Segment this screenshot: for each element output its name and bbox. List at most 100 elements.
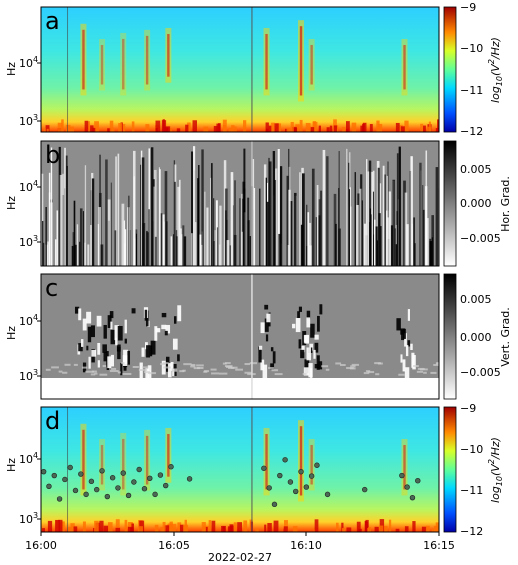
gradient-blob xyxy=(145,368,149,381)
gradient-stripe xyxy=(159,213,163,266)
gradient-stripe xyxy=(431,215,435,266)
gradient-band xyxy=(58,370,63,373)
gradient-band xyxy=(367,371,375,374)
noise-floor xyxy=(341,528,346,532)
gradient-stripe xyxy=(191,151,194,266)
gradient-stripe xyxy=(72,232,75,266)
gradient-blob xyxy=(306,347,311,361)
spectral-burst xyxy=(122,38,125,90)
gradient-stripe xyxy=(90,224,92,266)
gradient-blob xyxy=(170,361,174,371)
gradient-blob xyxy=(292,323,296,329)
gradient-blob xyxy=(306,317,311,328)
noise-floor xyxy=(376,120,380,132)
spectral-burst xyxy=(310,44,313,85)
gradient-band xyxy=(196,364,204,367)
gradient-stripe xyxy=(182,225,185,266)
noise-floor xyxy=(82,521,86,532)
scatter-point xyxy=(415,478,421,484)
spectral-burst xyxy=(167,433,170,477)
spectral-burst xyxy=(82,429,85,490)
panel-b-gradients xyxy=(41,141,439,266)
noise-floor xyxy=(92,127,96,132)
noise-floor xyxy=(154,524,159,532)
gradient-blob xyxy=(78,343,83,352)
gradient-stripe xyxy=(338,188,340,266)
gradient-blob xyxy=(405,345,409,357)
gradient-band xyxy=(193,367,200,370)
colorbar-tick-label: 0.000 xyxy=(460,197,492,210)
gradient-stripe xyxy=(326,156,329,266)
noise-floor xyxy=(292,526,298,532)
gradient-stripe xyxy=(404,192,408,266)
gradient-blob xyxy=(164,330,168,336)
gradient-blob xyxy=(146,345,151,358)
gradient-stripe xyxy=(249,236,251,266)
panel-b-letter: b xyxy=(45,141,60,169)
gradient-stripe xyxy=(243,148,246,266)
gradient-stripe xyxy=(435,167,439,266)
gradient-stripe xyxy=(233,234,237,266)
colorbar-d-ticks: −9 −10 −11 −12 xyxy=(460,402,483,538)
colorbar-a-label: log10(V2/Hz) xyxy=(487,37,504,103)
gradient-blob xyxy=(259,345,263,350)
colorbar-tick-label: −9 xyxy=(460,402,476,415)
gradient-blob xyxy=(97,342,101,355)
gradient-stripe xyxy=(195,222,197,266)
gradient-stripe xyxy=(141,157,145,266)
gradient-blob xyxy=(270,363,275,370)
noise-floor xyxy=(265,122,269,132)
gradient-band xyxy=(222,362,227,365)
gradient-blob xyxy=(149,345,153,357)
gradient-band xyxy=(183,363,192,366)
gradient-stripe xyxy=(153,186,155,266)
gradient-band xyxy=(190,363,196,366)
noise-floor xyxy=(346,128,349,132)
gradient-blob xyxy=(86,345,89,351)
gradient-stripe xyxy=(422,185,424,266)
gradient-stripe xyxy=(150,147,154,266)
colorbar-c xyxy=(443,273,457,400)
gradient-blob xyxy=(177,305,182,322)
scatter-point xyxy=(287,479,294,485)
gradient-stripe xyxy=(180,228,182,266)
gradient-stripe xyxy=(390,225,394,266)
panel-d-points xyxy=(41,457,421,508)
gradient-stripe xyxy=(378,213,381,266)
noise-floor xyxy=(138,526,143,532)
gradient-stripe xyxy=(369,221,371,266)
noise-floor xyxy=(68,527,72,532)
noise-floor xyxy=(255,528,259,532)
gradient-blob xyxy=(177,354,180,362)
noise-floor xyxy=(395,122,400,132)
scatter-point xyxy=(141,486,148,492)
gradient-blob xyxy=(400,328,405,335)
noise-floor xyxy=(400,126,405,132)
scatter-point xyxy=(308,473,315,479)
noise-floor xyxy=(286,127,291,132)
scatter-point xyxy=(99,468,105,474)
gradient-blob xyxy=(316,355,320,370)
colorbar-tick-label: −11 xyxy=(460,84,483,97)
gradient-blob xyxy=(304,359,310,374)
panel-d-ylabel: Hz xyxy=(5,458,18,472)
noise-floor xyxy=(233,522,237,532)
noise-floor xyxy=(318,125,321,132)
gradient-blob xyxy=(110,354,114,367)
gradient-stripe xyxy=(316,185,319,266)
ytick-label: 103 xyxy=(19,113,38,128)
gradient-blob xyxy=(407,309,410,321)
gradient-stripe xyxy=(366,159,368,266)
gradient-stripe xyxy=(406,224,409,266)
panel-c-lower-band xyxy=(41,378,439,399)
gradient-stripe xyxy=(263,164,267,266)
scatter-point xyxy=(67,464,73,471)
gradient-blob xyxy=(90,325,95,338)
noise-floor xyxy=(155,120,161,132)
xtick-label: 16:05 xyxy=(158,539,190,552)
gradient-stripe xyxy=(115,156,117,266)
gradient-blob xyxy=(265,334,269,342)
gradient-stripe xyxy=(87,244,90,266)
colorbar-tick-label: −0.005 xyxy=(460,366,501,379)
noise-floor xyxy=(362,122,367,132)
